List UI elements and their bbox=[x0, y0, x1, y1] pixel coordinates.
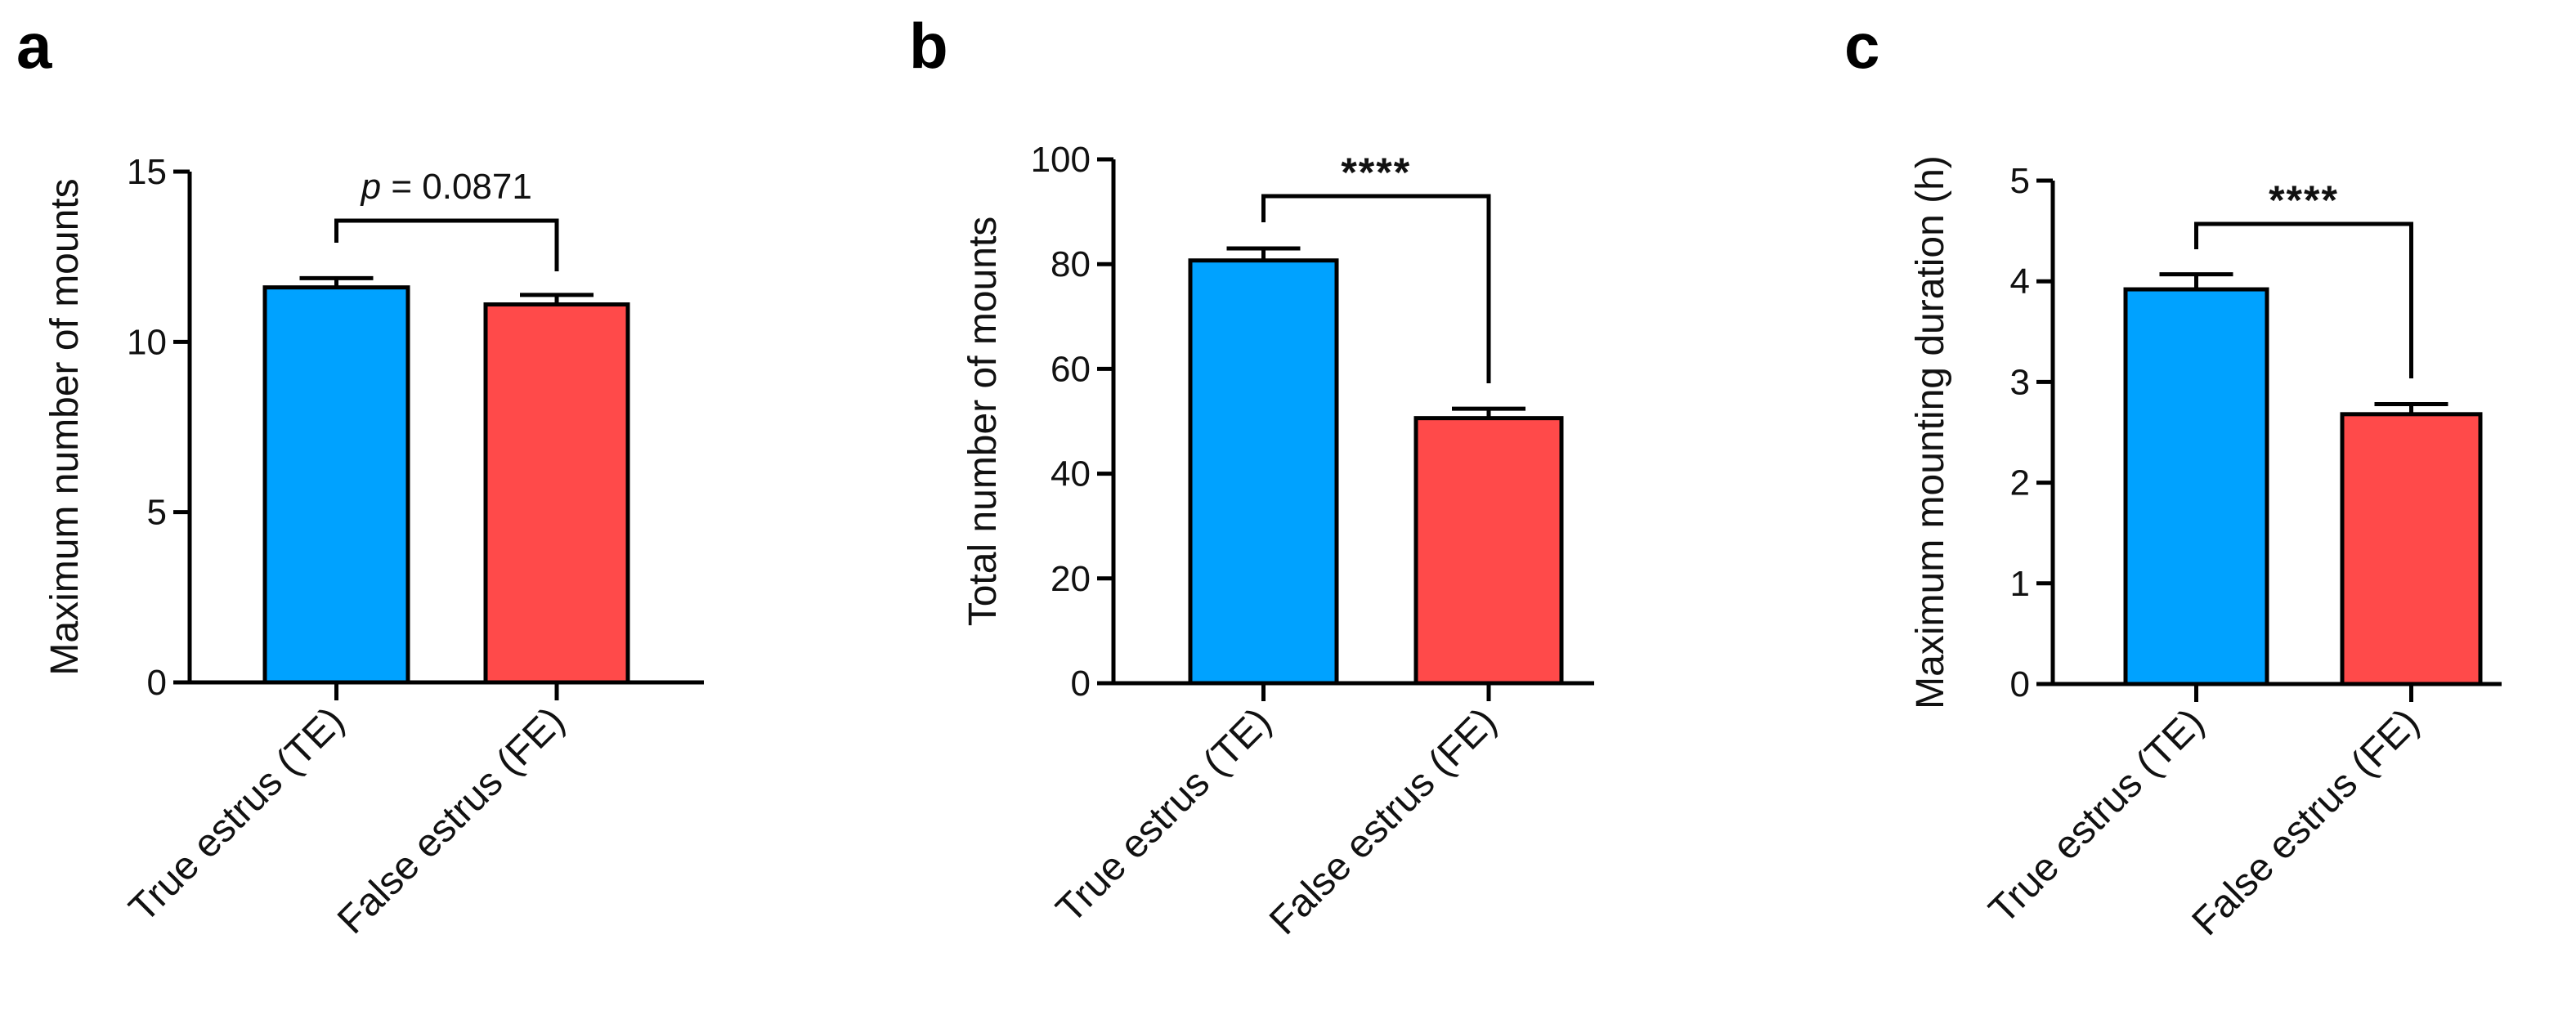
y-tick-label: 1 bbox=[2010, 564, 2030, 604]
bar-fe bbox=[483, 302, 630, 685]
y-tick-label: 2 bbox=[2010, 463, 2030, 503]
y-tick-label: 5 bbox=[147, 493, 167, 533]
panel-b: b 0 20 40 60 80 100 Total number of mounts True … bbox=[909, 10, 1594, 943]
bar-te bbox=[2123, 287, 2269, 686]
significance-stars: **** bbox=[2269, 177, 2339, 223]
panel-letter: b bbox=[909, 10, 948, 82]
y-tick-label: 10 bbox=[127, 322, 167, 362]
significance-bracket bbox=[334, 218, 559, 271]
y-tick-label: 5 bbox=[2010, 161, 2030, 201]
x-tick-label: True estrus (TE) bbox=[1981, 700, 2212, 932]
y-tick-label: 0 bbox=[2010, 664, 2030, 704]
y-tick-label: 0 bbox=[1071, 664, 1091, 704]
y-tick-label: 3 bbox=[2010, 362, 2030, 402]
y-tick-label: 4 bbox=[2010, 262, 2030, 302]
panel-c: c 0 1 2 3 4 5 Maximum mounting duration (h) True… bbox=[1844, 10, 2502, 944]
y-tick-label: 20 bbox=[1051, 559, 1091, 599]
bar-fe bbox=[1413, 416, 1564, 686]
significance-bracket bbox=[2194, 221, 2413, 378]
panel-a: a 0 5 10 15 Maximum number of mounts True estr… bbox=[16, 10, 704, 942]
x-tick-label: False estrus (FE) bbox=[2184, 700, 2428, 944]
x-tick-label: False estrus (FE) bbox=[1261, 700, 1505, 943]
x-tick-label: False estrus (FE) bbox=[329, 699, 573, 942]
p-value-annotation: p = 0.0871 bbox=[360, 167, 532, 207]
y-axis-label: Maximum number of mounts bbox=[43, 178, 87, 675]
x-tick-label: True estrus (TE) bbox=[1048, 700, 1279, 931]
panel-letter: c bbox=[1844, 10, 1879, 82]
panel-letter: a bbox=[16, 10, 52, 82]
significance-bracket bbox=[1261, 194, 1491, 383]
significance-stars: **** bbox=[1341, 150, 1411, 195]
bar-te bbox=[262, 285, 410, 685]
y-tick-label: 15 bbox=[127, 152, 167, 192]
x-tick-label: True estrus (TE) bbox=[121, 699, 352, 930]
y-tick-label: 40 bbox=[1051, 454, 1091, 494]
y-axis-label: Total number of mounts bbox=[961, 217, 1005, 627]
p-value-text: = 0.0871 bbox=[381, 167, 532, 207]
p-symbol: p bbox=[360, 167, 381, 207]
y-tick-label: 60 bbox=[1051, 349, 1091, 389]
y-tick-label: 80 bbox=[1051, 244, 1091, 284]
y-axis-label: Maximum mounting duration (h) bbox=[1909, 155, 1952, 709]
bar-fe bbox=[2340, 412, 2483, 686]
bar-te bbox=[1188, 258, 1339, 686]
y-tick-label: 0 bbox=[147, 663, 167, 703]
y-tick-label: 100 bbox=[1031, 140, 1091, 180]
